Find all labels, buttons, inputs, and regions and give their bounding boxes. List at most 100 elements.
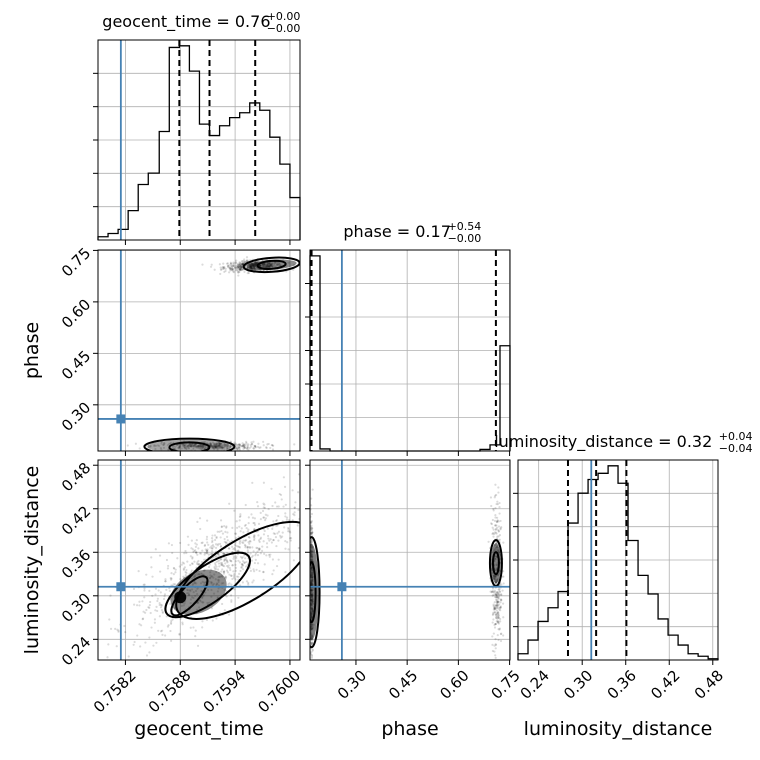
scatter-point: [492, 603, 495, 606]
scatter-point: [502, 570, 505, 573]
scatter-point: [151, 575, 154, 578]
scatter-point: [267, 265, 271, 269]
scatter-point: [310, 542, 313, 545]
scatter-point: [284, 571, 287, 574]
scatter-point: [244, 539, 247, 542]
scatter-point: [240, 527, 243, 530]
scatter-point: [271, 264, 275, 267]
scatter-point: [495, 524, 498, 527]
scatter-point: [199, 445, 202, 448]
scatter-point: [215, 442, 219, 445]
scatter-point: [190, 562, 194, 565]
scatter-point: [272, 539, 275, 542]
scatter-point: [237, 264, 240, 268]
scatter-point: [214, 562, 217, 565]
title-lower-error: −0.00: [448, 232, 482, 245]
scatter-point: [160, 603, 163, 606]
scatter-point: [310, 650, 313, 653]
scatter-point: [231, 265, 234, 269]
scatter-point: [492, 507, 495, 511]
scatter-point: [310, 531, 313, 535]
scatter-point: [494, 604, 497, 607]
scatter-point: [181, 561, 184, 564]
scatter-point: [495, 591, 499, 594]
scatter-point: [311, 531, 314, 534]
scatter-point: [211, 550, 214, 553]
scatter-point: [268, 262, 271, 265]
scatter-point: [218, 444, 221, 447]
scatter-point: [256, 445, 260, 449]
scatter-point: [331, 520, 333, 522]
scatter-point: [222, 552, 225, 555]
scatter-point: [500, 632, 503, 635]
scatter-point: [502, 541, 505, 544]
scatter-point: [215, 565, 218, 568]
scatter-point: [190, 444, 193, 448]
scatter-point: [233, 509, 236, 512]
scatter-point: [239, 514, 242, 518]
scatter-point: [296, 491, 300, 494]
scatter-point: [107, 643, 110, 646]
scatter-point: [237, 264, 241, 267]
scatter-point: [221, 447, 224, 450]
scatter-point: [192, 576, 195, 579]
y-tick-label: 0.60: [58, 296, 94, 332]
scatter-point: [251, 263, 254, 266]
scatter-point: [197, 563, 200, 566]
scatter-point: [271, 527, 274, 530]
scatter-point: [237, 267, 240, 270]
scatter-point: [203, 447, 207, 450]
scatter-point: [209, 265, 213, 268]
scatter-point: [211, 446, 214, 450]
scatter-point: [240, 445, 244, 448]
scatter-point: [262, 502, 265, 505]
scatter-point: [497, 588, 500, 591]
scatter-point: [164, 580, 167, 583]
scatter-point: [495, 613, 499, 616]
scatter-point: [209, 442, 212, 445]
scatter-point: [242, 259, 246, 263]
scatter-point: [499, 605, 503, 608]
scatter-point: [495, 615, 498, 618]
scatter-point: [253, 528, 256, 531]
scatter-point: [266, 262, 269, 265]
scatter-point: [247, 522, 250, 525]
scatter-point: [190, 445, 193, 448]
scatter-point: [289, 536, 293, 540]
scatter-point: [270, 443, 273, 447]
scatter-point: [256, 562, 260, 565]
scatter-point: [267, 507, 270, 511]
scatter-point: [182, 444, 186, 447]
scatter-point: [231, 564, 234, 567]
scatter-point: [287, 528, 290, 531]
scatter-point: [225, 445, 228, 448]
scatter-point: [211, 552, 214, 555]
scatter-point: [311, 679, 313, 681]
scatter-point: [258, 540, 261, 544]
scatter-point: [154, 447, 157, 451]
scatter-point: [233, 266, 237, 269]
scatter-point: [498, 506, 501, 509]
scatter-point: [232, 574, 236, 578]
scatter-point: [493, 606, 496, 609]
scatter-point: [220, 582, 223, 585]
scatter-point: [217, 441, 220, 445]
scatter-point: [243, 561, 246, 564]
scatter-point: [195, 551, 198, 554]
scatter-point: [502, 575, 505, 578]
x-tick-label: 0.36: [604, 666, 640, 702]
scatter-point: [266, 264, 270, 267]
scatter-point: [494, 494, 497, 497]
scatter-point: [249, 262, 253, 265]
scatter-point: [235, 555, 238, 558]
scatter-point: [190, 547, 193, 550]
scatter-point: [197, 444, 200, 448]
scatter-point: [263, 552, 266, 556]
scatter-point: [491, 594, 494, 597]
grid-luminosity_distance-hist: [518, 460, 718, 660]
truth-marker: [116, 414, 126, 424]
scatter-point: [197, 447, 200, 450]
scatter-point: [234, 261, 237, 264]
grid-geocent_time-luminosity_distance: [98, 460, 300, 660]
scatter-point: [218, 263, 221, 266]
